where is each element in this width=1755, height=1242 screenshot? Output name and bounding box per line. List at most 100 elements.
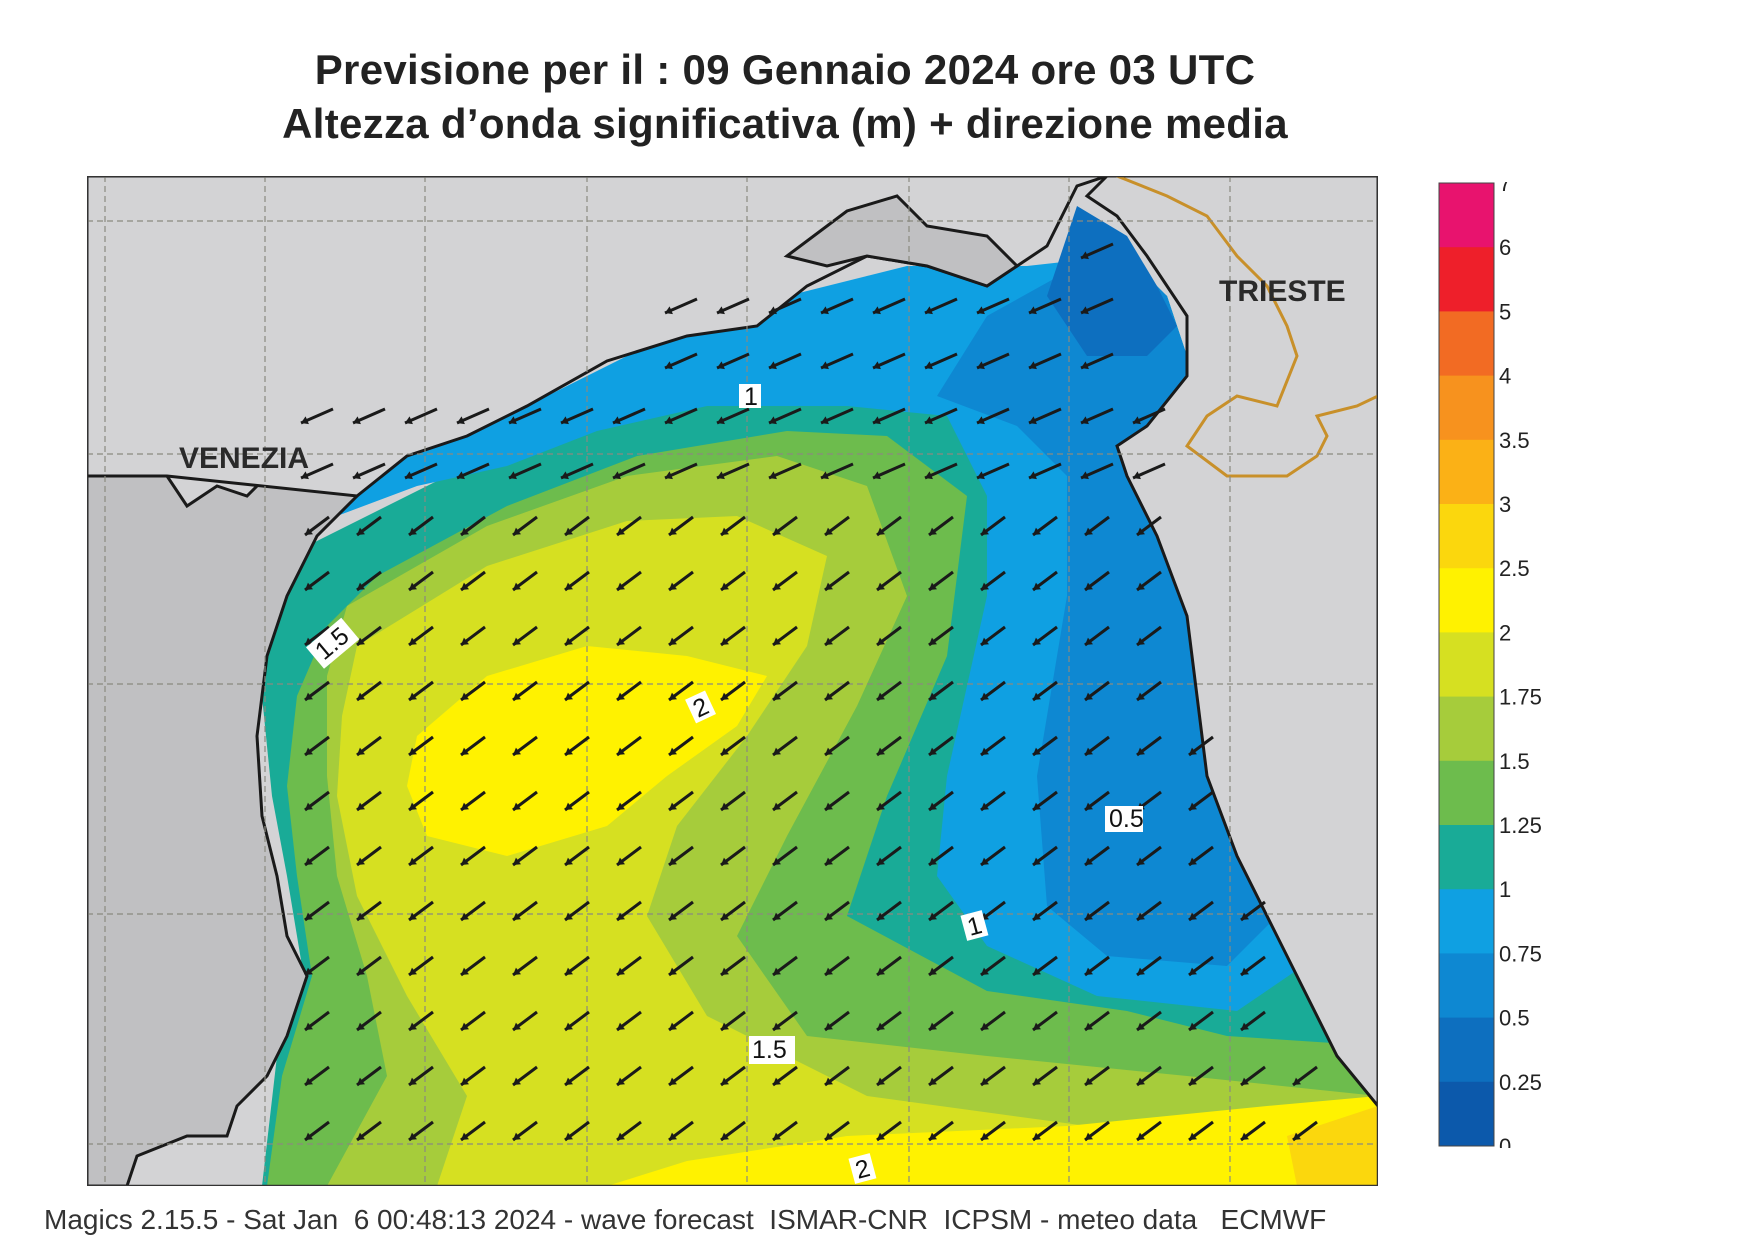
direction-arrow-head bbox=[825, 1132, 833, 1140]
sea-band-0.25-0.5 bbox=[1047, 206, 1177, 356]
colorbar-tick-label: 1.25 bbox=[1499, 813, 1542, 838]
direction-arrow-head bbox=[409, 1132, 417, 1140]
direction-arrow-head bbox=[825, 857, 833, 865]
direction-arrow-head bbox=[461, 747, 469, 755]
direction-arrow-head bbox=[513, 1077, 521, 1085]
direction-arrow-head bbox=[357, 637, 365, 645]
direction-arrow-head bbox=[773, 1132, 781, 1140]
direction-arrow-head bbox=[1081, 306, 1089, 315]
state-border-line bbox=[1116, 176, 1378, 478]
svg-text:1.5: 1.5 bbox=[752, 1036, 787, 1064]
direction-arrow-head bbox=[409, 637, 417, 645]
direction-arrow-head bbox=[1189, 967, 1197, 975]
direction-arrow-head bbox=[977, 471, 985, 480]
direction-arrow-head bbox=[513, 1022, 521, 1030]
direction-arrow-head bbox=[929, 527, 937, 535]
colorbar-swatches bbox=[1439, 183, 1494, 1147]
direction-arrow-head bbox=[565, 802, 573, 810]
direction-arrow-head bbox=[873, 306, 881, 315]
direction-arrow-head bbox=[357, 1132, 365, 1140]
direction-arrow-head bbox=[1293, 1077, 1301, 1085]
direction-arrow-head bbox=[409, 582, 417, 590]
direction-arrow-head bbox=[1189, 912, 1197, 920]
direction-arrow-head bbox=[305, 582, 313, 590]
direction-arrow-head bbox=[929, 637, 937, 645]
direction-arrow-head bbox=[1189, 1077, 1197, 1085]
direction-arrow-head bbox=[721, 857, 729, 865]
direction-arrow-head bbox=[717, 306, 725, 315]
direction-arrow-head bbox=[617, 637, 625, 645]
direction-arrow-head bbox=[1033, 1077, 1041, 1085]
direction-arrow-head bbox=[669, 1022, 677, 1030]
direction-arrow-head bbox=[1029, 306, 1037, 315]
direction-arrow-head bbox=[773, 692, 781, 700]
direction-arrow-head bbox=[461, 912, 469, 920]
colorbar-swatch bbox=[1439, 760, 1494, 826]
direction-arrow-head bbox=[513, 1132, 521, 1140]
direction-arrow-head bbox=[405, 416, 413, 425]
direction-arrow-head bbox=[1085, 637, 1093, 645]
direction-arrow-head bbox=[565, 912, 573, 920]
direction-arrow-head bbox=[457, 416, 465, 425]
direction-arrow-head bbox=[461, 692, 469, 700]
direction-arrow-head bbox=[825, 802, 833, 810]
direction-arrow-head bbox=[825, 527, 833, 535]
direction-arrow-head bbox=[665, 471, 673, 480]
direction-arrow-head bbox=[981, 967, 989, 975]
direction-arrow-head bbox=[981, 1132, 989, 1140]
direction-arrow-head bbox=[721, 802, 729, 810]
direction-arrow-head bbox=[773, 637, 781, 645]
direction-arrow-head bbox=[877, 747, 885, 755]
direction-arrow-head bbox=[617, 857, 625, 865]
footer-credits: Magics 2.15.5 - Sat Jan 6 00:48:13 2024 … bbox=[44, 1204, 1327, 1235]
direction-arrow-head bbox=[1033, 857, 1041, 865]
map-title: Previsione per il : 09 Gennaio 2024 ore … bbox=[314, 46, 1256, 93]
direction-arrow-head bbox=[1137, 967, 1145, 975]
direction-arrow-head bbox=[513, 857, 521, 865]
direction-arrow-head bbox=[461, 802, 469, 810]
direction-arrow-head bbox=[669, 1132, 677, 1140]
direction-arrow-head bbox=[305, 912, 313, 920]
direction-arrow-head bbox=[305, 692, 313, 700]
direction-arrow-head bbox=[825, 582, 833, 590]
colorbar-swatch bbox=[1439, 632, 1494, 698]
direction-arrow-head bbox=[1189, 1022, 1197, 1030]
direction-arrow-head bbox=[565, 692, 573, 700]
direction-arrow-head bbox=[773, 967, 781, 975]
direction-arrow-head bbox=[461, 1022, 469, 1030]
colorbar-swatch bbox=[1439, 504, 1494, 569]
direction-arrow-head bbox=[669, 857, 677, 865]
colorbar-swatch bbox=[1439, 1017, 1494, 1083]
direction-arrow-head bbox=[825, 1077, 833, 1085]
direction-arrow-head bbox=[977, 306, 985, 315]
direction-arrow-head bbox=[981, 802, 989, 810]
direction-arrow-head bbox=[461, 857, 469, 865]
direction-arrow-head bbox=[825, 637, 833, 645]
direction-arrow-head bbox=[773, 857, 781, 865]
direction-arrow-head bbox=[613, 471, 621, 480]
direction-arrow-head bbox=[1137, 637, 1145, 645]
direction-arrow-head bbox=[769, 306, 777, 315]
direction-arrow-head bbox=[929, 857, 937, 865]
direction-arrow-head bbox=[665, 306, 673, 315]
direction-arrow-head bbox=[1133, 416, 1141, 425]
direction-arrow-head bbox=[773, 1077, 781, 1085]
direction-arrow-head bbox=[717, 361, 725, 370]
direction-arrow-head bbox=[1189, 802, 1197, 810]
direction-arrow-head bbox=[669, 967, 677, 975]
direction-arrow-head bbox=[1033, 637, 1041, 645]
direction-arrow-head bbox=[565, 967, 573, 975]
direction-arrow-head bbox=[1137, 747, 1145, 755]
direction-arrow-head bbox=[1189, 857, 1197, 865]
direction-arrow-head bbox=[929, 692, 937, 700]
direction-arrow-head bbox=[1085, 967, 1093, 975]
direction-arrow-head bbox=[357, 857, 365, 865]
direction-arrow-head bbox=[1085, 582, 1093, 590]
direction-arrow-head bbox=[409, 857, 417, 865]
direction-arrow-head bbox=[357, 582, 365, 590]
direction-arrow-head bbox=[1241, 1022, 1249, 1030]
direction-arrow-head bbox=[409, 967, 417, 975]
direction-arrow-head bbox=[1137, 1022, 1145, 1030]
direction-arrow-head bbox=[1085, 527, 1093, 535]
direction-arrow-head bbox=[1241, 912, 1249, 920]
